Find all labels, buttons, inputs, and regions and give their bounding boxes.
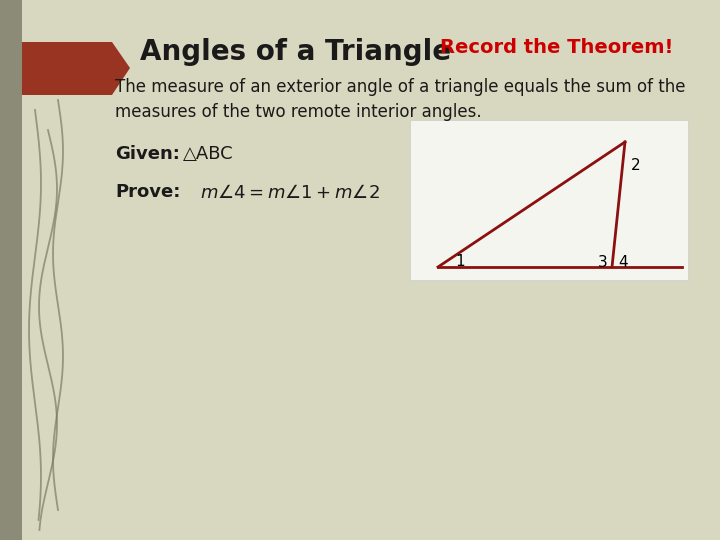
Polygon shape — [22, 42, 130, 95]
Text: 2: 2 — [631, 158, 641, 173]
Bar — [410, 120, 688, 280]
Text: $m\angle 4 = m\angle 1 + m\angle 2$: $m\angle 4 = m\angle 1 + m\angle 2$ — [200, 184, 380, 202]
Text: Given:: Given: — [115, 145, 180, 163]
Bar — [0, 0, 22, 540]
Text: Record the Theorem!: Record the Theorem! — [440, 38, 673, 57]
Text: Angles of a Triangle: Angles of a Triangle — [140, 38, 451, 66]
Text: Prove:: Prove: — [115, 183, 181, 201]
Text: △ABC: △ABC — [183, 145, 233, 163]
Text: 1: 1 — [455, 254, 464, 269]
Text: 3: 3 — [598, 255, 608, 270]
Text: The measure of an exterior angle of a triangle equals the sum of the
measures of: The measure of an exterior angle of a tr… — [115, 78, 685, 121]
Text: 4: 4 — [618, 255, 628, 270]
